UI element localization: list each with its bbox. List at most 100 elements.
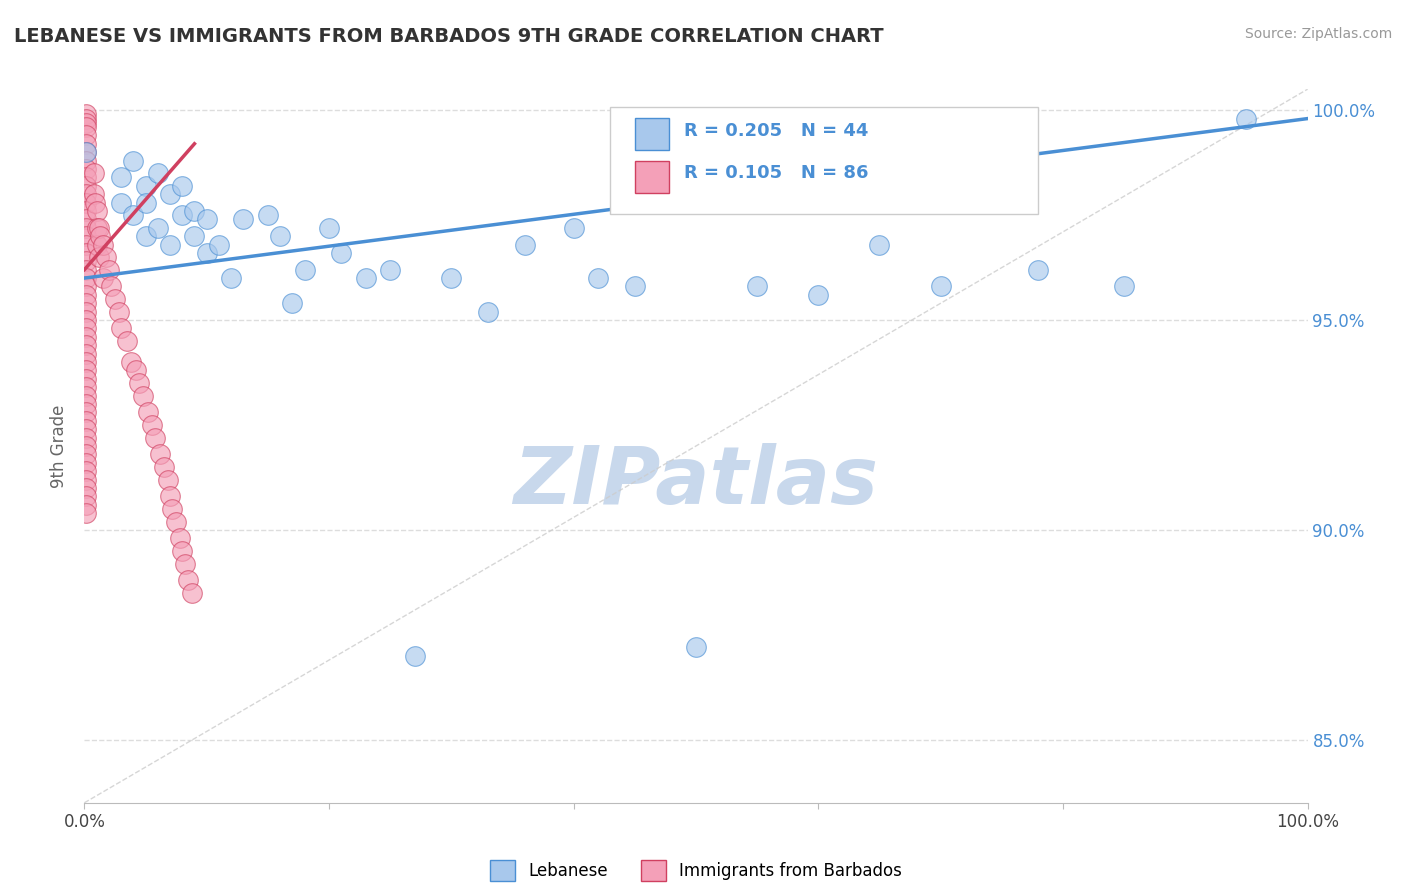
Point (75, 372, 97, 386)
Point (141, 417, 163, 432)
Point (747, 279, 769, 293)
Point (929, 279, 952, 293)
Point (75, 489, 97, 503)
Point (75, 116, 97, 130)
Text: LEBANESE VS IMMIGRANTS FROM BARBADOS 9TH GRADE CORRELATION CHART: LEBANESE VS IMMIGRANTS FROM BARBADOS 9TH… (14, 27, 884, 45)
Point (75, 355, 97, 369)
Point (257, 208, 280, 222)
Point (685, 640, 707, 655)
Point (75, 296, 97, 310)
Point (330, 246, 353, 260)
Point (195, 246, 218, 260)
Point (115, 334, 138, 348)
Point (75, 120, 97, 134)
Point (75, 112, 97, 126)
Point (477, 304, 499, 318)
Point (91, 271, 114, 285)
Point (83, 166, 105, 180)
Point (75, 481, 97, 495)
FancyBboxPatch shape (610, 107, 1039, 214)
Point (86, 237, 108, 252)
Point (75, 439, 97, 453)
Point (75, 254, 97, 268)
Point (91, 237, 114, 252)
Text: R = 0.105   N = 86: R = 0.105 N = 86 (683, 164, 869, 182)
Point (75, 271, 97, 285)
Point (75, 330, 97, 344)
Point (86, 203, 108, 218)
Point (136, 405, 159, 419)
Point (75, 128, 97, 143)
Text: R = 0.205   N = 44: R = 0.205 N = 44 (683, 121, 868, 139)
Point (135, 195, 157, 210)
Point (75, 405, 97, 419)
Point (1114, 279, 1136, 293)
Point (869, 237, 891, 252)
Point (153, 460, 176, 475)
Point (75, 313, 97, 327)
Point (75, 195, 97, 210)
Point (100, 279, 122, 293)
Point (75, 447, 97, 461)
Point (208, 237, 231, 252)
Point (513, 237, 536, 252)
Point (122, 153, 145, 168)
Point (75, 220, 97, 235)
Bar (636, 161, 669, 193)
Point (232, 212, 254, 227)
Point (97, 262, 120, 277)
Point (294, 262, 316, 277)
Point (75, 431, 97, 445)
Point (354, 271, 377, 285)
Point (159, 187, 181, 202)
Point (75, 397, 97, 411)
Point (75, 212, 97, 227)
Point (75, 346, 97, 360)
Point (562, 220, 585, 235)
Point (143, 431, 166, 445)
Point (75, 262, 97, 277)
Point (169, 532, 191, 546)
Text: Source: ZipAtlas.com: Source: ZipAtlas.com (1244, 27, 1392, 41)
Point (110, 195, 132, 210)
Point (75, 246, 97, 260)
Point (75, 203, 97, 218)
Point (172, 208, 194, 222)
Legend: Lebanese, Immigrants from Barbados: Lebanese, Immigrants from Barbados (484, 854, 908, 888)
Point (128, 376, 150, 390)
Point (183, 203, 205, 218)
Point (269, 229, 291, 244)
Point (165, 515, 187, 529)
Point (146, 166, 169, 180)
Point (404, 648, 426, 663)
Point (807, 288, 830, 302)
Point (75, 498, 97, 512)
Point (75, 178, 97, 193)
Point (75, 237, 97, 252)
Point (318, 220, 340, 235)
Point (110, 170, 132, 185)
Point (75, 145, 97, 160)
Point (149, 447, 172, 461)
Point (75, 414, 97, 428)
Point (89, 229, 111, 244)
Point (177, 574, 200, 588)
Point (135, 178, 157, 193)
Point (87, 250, 110, 264)
Point (181, 586, 204, 600)
Y-axis label: 9th Grade: 9th Grade (51, 404, 69, 488)
Point (96, 250, 118, 264)
Point (75, 338, 97, 352)
Point (135, 229, 157, 244)
Point (586, 271, 609, 285)
Point (281, 296, 304, 310)
Point (120, 355, 142, 369)
Point (104, 292, 127, 306)
Point (156, 473, 179, 487)
Point (125, 363, 148, 377)
Point (75, 107, 97, 121)
Point (75, 170, 97, 185)
Point (173, 557, 195, 571)
Point (75, 389, 97, 403)
Point (75, 136, 97, 151)
